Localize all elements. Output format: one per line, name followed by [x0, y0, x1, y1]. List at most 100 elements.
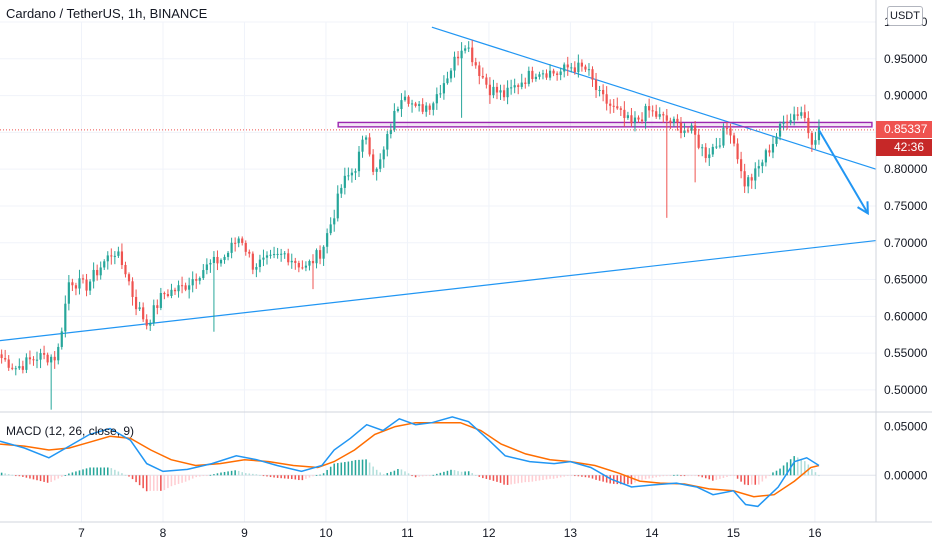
macd-histogram-bar	[280, 475, 282, 479]
candle-body	[110, 255, 113, 257]
trend-drawings[interactable]	[0, 26, 877, 342]
candle-body	[42, 353, 46, 355]
macd-tick-label: 0.05000	[884, 420, 928, 434]
candle-body	[782, 121, 785, 124]
macd-histogram-bar	[775, 470, 778, 476]
candle-body	[403, 96, 407, 101]
candle-body	[124, 265, 127, 275]
candle-body	[757, 166, 760, 169]
macd-histogram-bar	[517, 475, 519, 484]
macd-histogram-bar	[694, 475, 696, 477]
candle-body	[333, 218, 336, 225]
macd-histogram-bar	[230, 470, 233, 476]
candle-body	[573, 67, 576, 73]
macd-histogram-bar	[765, 475, 767, 479]
candle-body	[163, 293, 166, 295]
candle-body	[449, 70, 453, 79]
macd-histogram-bar	[188, 475, 190, 481]
candle-body	[0, 354, 3, 359]
macd-histogram-bar	[301, 475, 304, 481]
price-tick-label: 0.80000	[884, 162, 928, 176]
candle-body	[106, 255, 109, 262]
candle-body	[343, 175, 346, 188]
macd-histogram-bar	[163, 475, 166, 491]
macd-histogram-bar	[457, 471, 459, 476]
macd-histogram-bar	[351, 460, 353, 476]
macd-histogram-bar	[382, 474, 385, 476]
macd-histogram-bar	[365, 459, 367, 476]
grid	[0, 21, 876, 522]
candle-body	[304, 265, 308, 268]
macd-histogram-bar	[85, 468, 88, 476]
candle-body	[761, 162, 764, 167]
candle-body	[262, 257, 265, 260]
macd-histogram-bar	[174, 475, 176, 486]
macd-histogram-bar	[290, 475, 293, 480]
candle-body	[679, 122, 683, 134]
macd-histogram-bar	[181, 475, 183, 483]
macd-histogram-bar	[103, 467, 106, 476]
candle-body	[541, 73, 545, 75]
macd-histogram-bar	[669, 475, 672, 477]
macd-histogram-bar	[743, 475, 746, 485]
macd-histogram-bar	[489, 475, 491, 480]
candle-body	[771, 143, 775, 153]
macd-histogram-bar	[644, 475, 647, 480]
macd-histogram-bar	[559, 475, 562, 478]
candle-body	[188, 285, 191, 290]
candle-body	[648, 106, 651, 111]
candle-body	[46, 354, 49, 363]
currency-button[interactable]: USDT	[887, 6, 923, 26]
candle-body	[605, 94, 608, 104]
candle-body	[71, 282, 74, 286]
macd-histogram-bar	[460, 471, 463, 476]
macd-histogram-bar	[50, 475, 52, 482]
macd-histogram-bar	[114, 469, 116, 476]
macd-histogram-bar	[658, 475, 661, 477]
macd-histogram-bar	[294, 475, 297, 480]
macd-histogram-bar	[22, 475, 24, 477]
candle-body	[85, 279, 88, 291]
candle-body	[623, 109, 626, 118]
macd-histogram-bar	[121, 473, 123, 476]
descending-trendline	[431, 26, 877, 170]
time-tick-label: 14	[645, 526, 659, 540]
overlay-drawings[interactable]	[0, 129, 876, 216]
macd-histogram-bar	[492, 475, 495, 481]
candle-body	[226, 252, 230, 257]
macd-histogram-bar	[680, 475, 682, 477]
candle-body	[212, 256, 216, 263]
candle-body	[633, 117, 637, 124]
macd-histogram-bar	[209, 474, 212, 476]
bar-countdown-label: 42:36	[876, 138, 932, 156]
candle-body	[202, 270, 205, 279]
candle-body	[7, 359, 10, 368]
macd-histogram-bar	[697, 475, 700, 477]
candle-body	[340, 187, 343, 194]
macd-histogram-bar	[135, 475, 137, 483]
macd-histogram-bar	[227, 471, 229, 476]
candle-body	[817, 126, 821, 141]
macd-histogram-bar	[213, 474, 215, 476]
macd-histogram-bar	[156, 475, 159, 491]
macd-histogram-bar	[202, 475, 205, 477]
macd-histogram-bar	[99, 467, 102, 476]
macd-histogram-bar	[574, 475, 576, 477]
candle-body	[81, 278, 85, 280]
candle-body	[198, 278, 201, 281]
macd-histogram-bar	[329, 466, 332, 476]
macd-histogram-bar	[683, 475, 686, 477]
macd-histogram-bar	[7, 474, 10, 476]
candle-body	[414, 103, 417, 106]
candle-body	[127, 274, 131, 282]
candle-body	[88, 281, 92, 291]
candle-body	[768, 150, 771, 153]
candle-body	[506, 87, 509, 98]
macd-histogram-bar	[595, 475, 597, 480]
candle-body	[626, 115, 629, 118]
candle-body	[272, 254, 276, 256]
macd-histogram-bar	[474, 474, 477, 476]
candle-body	[446, 78, 449, 84]
candle-body	[294, 260, 297, 263]
